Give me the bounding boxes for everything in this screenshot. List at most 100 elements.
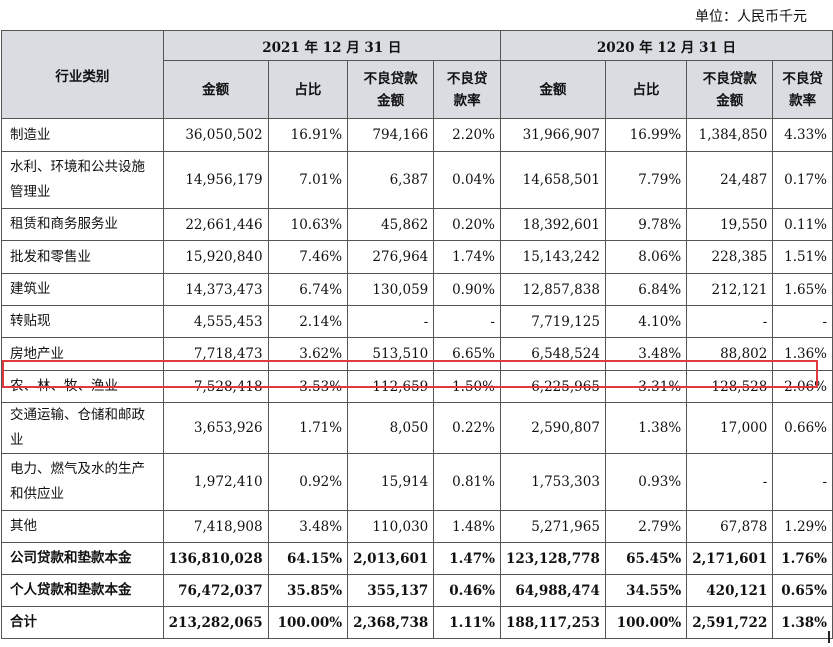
header-npl-rate-2020: 不良贷 款率 [772,60,833,119]
row-category: 其他 [1,510,164,543]
row-value-r21: 1.48% [433,510,501,543]
row-category: 合计 [1,606,164,639]
row-value-n20: 88,802 [686,337,774,371]
row-value-r20: 1.36% [772,337,833,371]
row-value-n20: 19,550 [686,208,774,241]
row-category: 建筑业 [1,273,164,306]
row-value-r20: 2.06% [772,370,833,403]
header-npl-amount-2020: 不良贷款 金额 [686,60,774,119]
row-category: 个人贷款和垫款本金 [1,574,164,607]
row-value-a20: 64,988,474 [499,574,606,607]
row-value-n21: 355,137 [347,574,435,607]
table-row: 租赁和商务服务业 22,661,446 10.63% 45,862 0.20% 18,39… [1,208,833,241]
row-category: 制造业 [1,118,164,152]
row-value-s20: 1.38% [604,402,688,454]
row-category: 交通运输、仓储和邮政业 [1,402,164,454]
header-amount-2021: 金额 [162,60,269,119]
row-value-a21: 213,282,065 [162,606,269,639]
row-value-a20: 12,857,838 [499,273,606,306]
header-2021: 2021 年 12 月 31 日 [162,30,501,61]
row-value-a20: 2,590,807 [499,402,606,454]
row-value-a20: 7,719,125 [499,305,606,338]
row-value-n21: 6,387 [347,151,435,209]
row-category: 租赁和商务服务业 [1,208,164,241]
row-value-n20: 228,385 [686,240,774,274]
row-category: 农、林、牧、渔业 [1,370,164,403]
row-category: 电力、燃气及水的生产和供应业 [1,453,164,511]
table-row: 农、林、牧、渔业 7,528,418 3.53% 112,659 1.50% 6,225,… [1,370,833,403]
row-value-r20: 4.33% [772,118,833,152]
row-value-n20: 2,591,722 [686,606,774,639]
row-value-r21: - [433,305,501,338]
row-value-n21: 45,862 [347,208,435,241]
header-amount-2020: 金额 [499,60,606,119]
row-value-a21: 22,661,446 [162,208,269,241]
row-value-a21: 14,373,473 [162,273,269,306]
row-value-r20: 1.76% [772,542,833,575]
row-value-n20: 420,121 [686,574,774,607]
row-value-a21: 3,653,926 [162,402,269,454]
row-value-r20: 1.65% [772,273,833,306]
row-value-s20: 6.84% [604,273,688,306]
row-value-s20: 0.93% [604,453,688,511]
row-value-r21: 0.46% [433,574,501,607]
table-row: 水利、环境和公共设施管理业 14,956,179 7.01% 6,387 0.04% 14… [1,151,833,209]
row-value-r20: 0.65% [772,574,833,607]
row-value-s20: 3.31% [604,370,688,403]
row-value-s21: 7.46% [267,240,349,274]
row-value-a21: 7,418,908 [162,510,269,543]
row-value-s21: 7.01% [267,151,349,209]
industry-loan-table: 行业类别 2021 年 12 月 31 日 2020 年 12 月 31 日 金… [1,30,833,639]
row-value-s20: 65.45% [604,542,688,575]
row-value-a21: 7,718,473 [162,337,269,371]
row-value-a20: 6,548,524 [499,337,606,371]
row-value-s20: 7.79% [604,151,688,209]
row-value-s21: 16.91% [267,118,349,152]
row-value-s21: 35.85% [267,574,349,607]
header-npl-rate-2021: 不良贷 款率 [433,60,501,119]
header-2020: 2020 年 12 月 31 日 [499,30,833,61]
row-category: 批发和零售业 [1,240,164,274]
row-value-n21: 276,964 [347,240,435,274]
row-value-a20: 14,658,501 [499,151,606,209]
row-value-n20: 67,878 [686,510,774,543]
row-value-s20: 16.99% [604,118,688,152]
row-value-n21: 112,659 [347,370,435,403]
table-row: 电力、燃气及水的生产和供应业 1,972,410 0.92% 15,914 0.81% 1… [1,453,833,511]
row-value-s21: 3.53% [267,370,349,403]
row-value-n21: 794,166 [347,118,435,152]
row-value-r20: 1.29% [772,510,833,543]
row-value-r21: 1.11% [433,606,501,639]
row-value-a20: 188,117,253 [499,606,606,639]
row-value-n21: 8,050 [347,402,435,454]
row-value-s21: 6.74% [267,273,349,306]
row-value-a21: 14,956,179 [162,151,269,209]
row-value-r21: 6.65% [433,337,501,371]
row-value-r21: 1.74% [433,240,501,274]
row-value-a21: 36,050,502 [162,118,269,152]
row-value-r20: 0.17% [772,151,833,209]
row-value-n20: 17,000 [686,402,774,454]
row-value-a20: 5,271,965 [499,510,606,543]
row-value-n20: 2,171,601 [686,542,774,575]
right-margin-marker-bottom [828,631,830,643]
row-value-s21: 10.63% [267,208,349,241]
unit-label: 单位：人民币千元 [695,9,807,25]
row-value-r21: 0.22% [433,402,501,454]
row-value-n21: 130,059 [347,273,435,306]
table-row: 交通运输、仓储和邮政业 3,653,926 1.71% 8,050 0.22% 2,590… [1,402,833,454]
row-value-s21: 3.62% [267,337,349,371]
row-value-a21: 76,472,037 [162,574,269,607]
row-value-s20: 4.10% [604,305,688,338]
row-value-r21: 1.47% [433,542,501,575]
row-value-n21: 2,013,601 [347,542,435,575]
row-value-n21: 513,510 [347,337,435,371]
row-value-n21: 110,030 [347,510,435,543]
row-value-a21: 15,920,840 [162,240,269,274]
row-value-s21: 100.00% [267,606,349,639]
row-value-n21: 15,914 [347,453,435,511]
row-value-r20: 1.38% [772,606,833,639]
row-value-r20: 0.11% [772,208,833,241]
row-value-a21: 1,972,410 [162,453,269,511]
row-value-s21: 64.15% [267,542,349,575]
